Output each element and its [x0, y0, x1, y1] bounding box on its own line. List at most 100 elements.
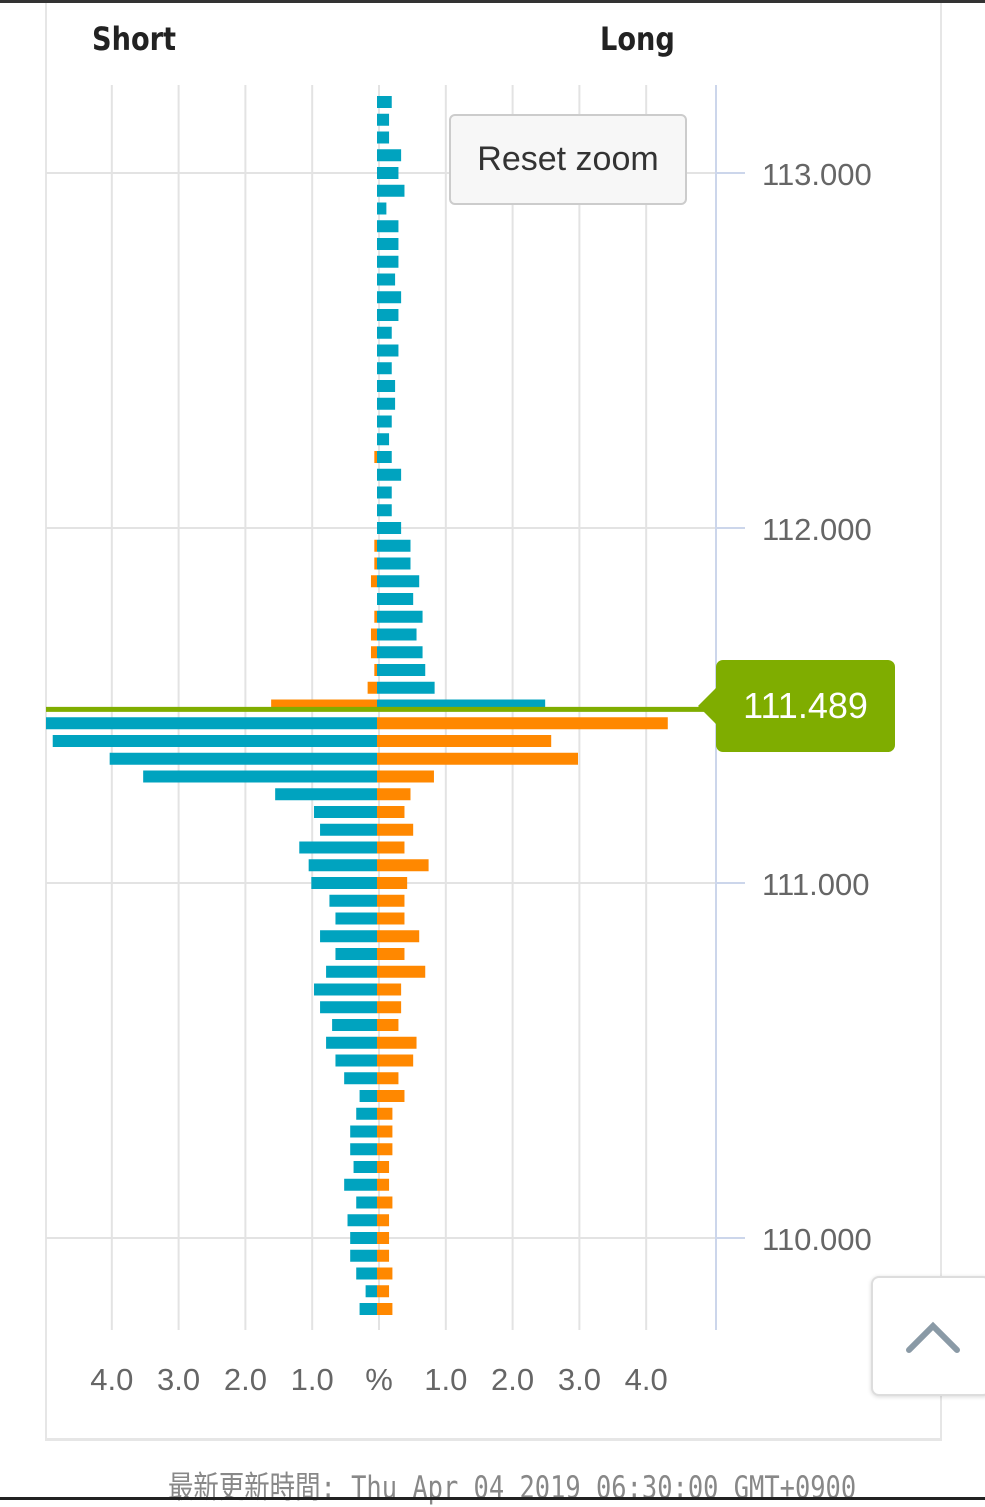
- long-bar: [377, 752, 578, 765]
- long-bar: [377, 1090, 405, 1102]
- short-bar: [335, 912, 377, 925]
- short-bar: [374, 610, 377, 623]
- long-bar: [377, 575, 420, 588]
- long-bar: [377, 468, 402, 481]
- short-bar: [46, 717, 377, 730]
- long-bar: [377, 326, 392, 339]
- long-bar: [377, 841, 405, 854]
- short-bar: [329, 894, 377, 907]
- long-bar: [377, 1125, 393, 1138]
- short-bar: [335, 1054, 377, 1067]
- long-bar: [377, 238, 399, 250]
- short-bar: [359, 1303, 377, 1315]
- long-bar: [377, 912, 405, 925]
- short-bar: [356, 1267, 377, 1280]
- long-bar: [377, 504, 392, 517]
- long-bar: [377, 859, 429, 872]
- long-bar: [377, 1285, 390, 1298]
- short-bar: [374, 664, 377, 676]
- long-bar: [377, 806, 405, 818]
- y-tick-label: 110.000: [762, 1222, 872, 1257]
- short-bar: [314, 983, 377, 996]
- short-header: Short: [92, 20, 177, 58]
- short-bar: [326, 1036, 377, 1049]
- long-bar: [377, 202, 387, 215]
- x-tick-label: 3.0: [558, 1362, 601, 1397]
- short-bar: [109, 752, 378, 765]
- long-bar: [377, 628, 417, 641]
- long-bar: [377, 894, 405, 907]
- short-bar: [332, 1019, 377, 1031]
- x-tick-label: 2.0: [224, 1362, 267, 1397]
- long-bar: [377, 1214, 390, 1227]
- long-bar: [377, 415, 392, 428]
- long-bar: [377, 149, 402, 162]
- long-bar: [377, 965, 426, 978]
- long-bar: [377, 717, 668, 730]
- short-bar: [326, 965, 377, 978]
- long-bar: [377, 131, 390, 144]
- short-bar: [350, 1249, 377, 1262]
- long-bar: [377, 184, 405, 197]
- long-bar: [377, 486, 392, 499]
- long-bar: [377, 1107, 393, 1120]
- long-bar: [377, 1249, 390, 1262]
- reset-zoom-button[interactable]: Reset zoom: [449, 114, 687, 205]
- long-bar: [377, 522, 402, 534]
- long-bar: [377, 255, 399, 268]
- short-bar: [344, 1178, 377, 1191]
- short-bar: [367, 681, 377, 694]
- short-bar: [347, 1214, 377, 1227]
- short-bar: [374, 451, 377, 463]
- current-price-label: 111.489: [698, 660, 895, 752]
- short-bar: [350, 1143, 377, 1156]
- short-bar: [356, 1196, 377, 1209]
- long-bar: [377, 1303, 393, 1315]
- long-bar: [377, 273, 396, 286]
- long-bar: [377, 1267, 393, 1280]
- short-bar: [311, 877, 377, 889]
- long-bar: [377, 362, 392, 375]
- long-bar: [377, 1161, 390, 1173]
- x-tick-label: 2.0: [491, 1362, 534, 1397]
- long-bar: [377, 220, 399, 233]
- long-bar: [377, 96, 392, 108]
- long-bar: [377, 681, 435, 694]
- short-bar: [344, 1072, 377, 1085]
- long-bar: [377, 1072, 399, 1085]
- bottom-bar: [0, 1497, 985, 1500]
- long-bar: [377, 1178, 390, 1191]
- long-bar: [377, 664, 426, 676]
- short-bar: [370, 646, 377, 659]
- scroll-to-top-button[interactable]: [871, 1276, 985, 1396]
- x-tick-label: 4.0: [90, 1362, 133, 1397]
- long-bar: [377, 167, 399, 179]
- long-bar: [377, 291, 402, 304]
- long-bar: [377, 380, 396, 392]
- y-tick-label: 113.000: [762, 157, 872, 192]
- short-bar: [350, 1232, 377, 1244]
- short-bar: [350, 1125, 377, 1138]
- long-bar: [377, 770, 434, 783]
- long-bar: [377, 1036, 417, 1049]
- long-bar: [377, 557, 411, 570]
- long-bar: [377, 735, 552, 747]
- long-bar: [377, 309, 399, 321]
- long-bar: [377, 593, 414, 605]
- short-bar: [359, 1090, 377, 1102]
- short-bar: [374, 557, 377, 570]
- long-bar: [377, 788, 411, 801]
- long-bar: [377, 646, 423, 659]
- long-bar: [377, 948, 405, 960]
- long-bar: [377, 344, 399, 357]
- long-bar: [377, 1019, 399, 1031]
- short-bar: [320, 823, 377, 836]
- y-tick-label: 112.000: [762, 512, 872, 547]
- top-bar: [0, 0, 985, 3]
- x-tick-label: 1.0: [291, 1362, 334, 1397]
- short-bar: [320, 1001, 377, 1014]
- short-bar: [335, 948, 377, 960]
- chevron-up-icon: [906, 1321, 960, 1353]
- long-bar: [377, 433, 390, 446]
